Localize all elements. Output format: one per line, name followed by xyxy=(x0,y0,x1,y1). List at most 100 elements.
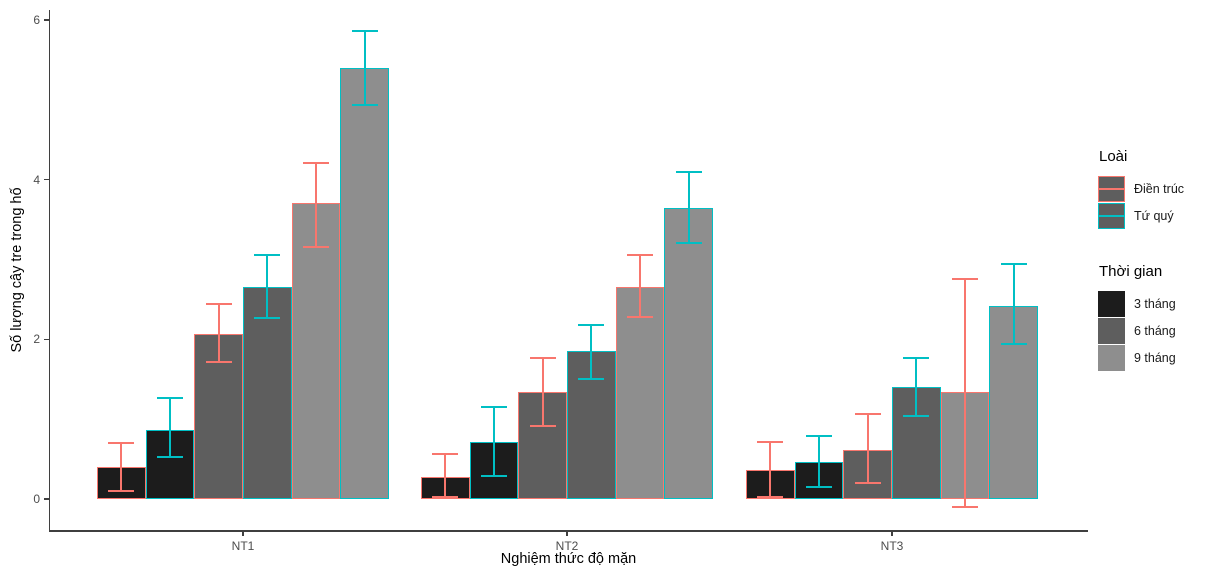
error-bar-cap-top xyxy=(805,434,832,437)
legend-item-label: Điền trúc xyxy=(1134,181,1185,196)
bar xyxy=(145,429,195,499)
bar xyxy=(615,286,665,499)
error-bar-line xyxy=(120,443,123,491)
y-axis-tick-label: 6 xyxy=(33,12,40,27)
error-bar-line xyxy=(363,30,366,106)
legend-key-outline-swatch xyxy=(1098,202,1125,229)
error-bar-cap-bottom xyxy=(529,424,556,427)
y-axis-tick xyxy=(43,178,49,181)
error-bar-cap-top xyxy=(675,171,702,174)
error-bar-cap-top xyxy=(757,441,784,444)
error-bar-cap-bottom xyxy=(578,378,605,381)
bar xyxy=(291,203,341,499)
error-bar-line xyxy=(866,414,869,484)
legend-section-gap xyxy=(1098,229,1232,263)
error-bar-cap-bottom xyxy=(108,490,135,492)
error-bar-cap-top xyxy=(432,453,459,456)
y-axis-tick-label: 2 xyxy=(33,332,40,347)
error-bar-cap-top xyxy=(1000,263,1027,266)
error-bar-cap-bottom xyxy=(627,315,654,318)
legend-time-items: 3 tháng 6 tháng 9 tháng xyxy=(1098,290,1232,371)
legend-item-label: Tứ quý xyxy=(1134,208,1174,223)
error-bar-cap-top xyxy=(156,397,183,400)
x-axis-tick-label: NT2 xyxy=(555,539,579,553)
error-bar-cap-bottom xyxy=(432,496,459,499)
bar xyxy=(664,208,714,499)
legend-key-fill-swatch xyxy=(1098,317,1125,344)
error-bar-cap-bottom xyxy=(156,456,183,459)
legend-key-outline-swatch xyxy=(1098,175,1125,202)
error-bar-cap-top xyxy=(254,254,281,257)
legend-item: 6 tháng xyxy=(1098,317,1232,344)
error-bar-cap-top xyxy=(480,406,507,409)
bar xyxy=(340,67,390,499)
error-bar-line xyxy=(315,162,318,247)
error-bar-cap-bottom xyxy=(952,505,979,508)
legend-item-label: 6 tháng xyxy=(1134,323,1176,338)
error-bar-cap-bottom xyxy=(854,482,881,485)
legend-key-errorbar-line xyxy=(1099,187,1124,190)
legend-item: Điền trúc xyxy=(1098,175,1232,202)
bar xyxy=(194,333,243,499)
error-bar-cap-top xyxy=(854,413,881,416)
legend-item: 3 tháng xyxy=(1098,290,1232,317)
error-bar-cap-bottom xyxy=(805,486,832,489)
legend-species-items: Điền trúc Tứ quý xyxy=(1098,175,1232,229)
legend-item: Tứ quý xyxy=(1098,202,1232,229)
error-bar-line xyxy=(266,255,269,319)
legend-item-label: 3 tháng xyxy=(1134,296,1176,311)
error-bar-cap-top xyxy=(351,29,378,32)
legend-species-title: Loài xyxy=(1099,148,1128,165)
error-bar-cap-bottom xyxy=(757,495,784,498)
y-axis-tick xyxy=(43,19,49,21)
y-axis-tick-label: 0 xyxy=(33,492,40,506)
error-bar-cap-top xyxy=(303,161,330,164)
x-axis-tick xyxy=(242,530,244,536)
error-bar-cap-bottom xyxy=(205,360,232,363)
error-bar-line xyxy=(817,435,820,487)
error-bar-line xyxy=(590,324,593,380)
legend-key-fill-swatch xyxy=(1098,344,1125,371)
bar xyxy=(243,286,292,499)
error-bar-line xyxy=(541,358,544,426)
y-axis-tick xyxy=(43,338,49,340)
y-axis-title: Số lượng cây tre trong hố xyxy=(9,187,25,353)
error-bar-line xyxy=(769,442,772,497)
error-bar-cap-bottom xyxy=(675,242,702,245)
x-axis-line xyxy=(48,530,1088,532)
error-bar-cap-top xyxy=(952,277,979,280)
error-bar-cap-bottom xyxy=(1000,343,1027,346)
x-axis-tick xyxy=(891,530,893,536)
error-bar-cap-bottom xyxy=(480,474,507,477)
error-bar-line xyxy=(915,357,918,416)
error-bar-line xyxy=(217,304,220,362)
error-bar-cap-top xyxy=(205,303,232,306)
y-axis-line xyxy=(48,10,50,532)
legend-key-errorbar-line xyxy=(1099,214,1124,217)
legend-item: 9 tháng xyxy=(1098,344,1232,371)
legend-time-title: Thời gian xyxy=(1099,263,1163,280)
error-bar-line xyxy=(1012,264,1015,345)
x-axis-title: Nghiệm thức độ mặn xyxy=(500,551,637,567)
legend: Loài Điền trúc Tứ quý Thời gian 3 tháng 6 … xyxy=(1098,148,1232,371)
error-bar-cap-top xyxy=(903,356,930,359)
legend-key-fill-swatch xyxy=(1098,290,1125,317)
x-axis-tick-label: NT3 xyxy=(880,539,904,553)
error-bar-line xyxy=(444,454,447,498)
error-bar-cap-bottom xyxy=(903,414,930,417)
y-axis-tick-label: 4 xyxy=(33,172,40,187)
error-bar-line xyxy=(687,172,690,244)
error-bar-line xyxy=(964,278,967,507)
error-bar-cap-top xyxy=(627,253,654,256)
error-bar-cap-top xyxy=(108,442,135,445)
error-bar-line xyxy=(492,407,495,476)
plot-panel: 0 2 4 6 NT1 NT2 NT3 xyxy=(33,10,1087,553)
error-bar-line xyxy=(639,254,642,317)
x-axis-tick xyxy=(566,530,568,536)
error-bar-cap-bottom xyxy=(303,245,330,248)
error-bar-cap-top xyxy=(529,357,556,360)
error-bar-line xyxy=(168,398,171,458)
error-bar-cap-top xyxy=(578,323,605,326)
legend-item-label: 9 tháng xyxy=(1134,350,1176,365)
